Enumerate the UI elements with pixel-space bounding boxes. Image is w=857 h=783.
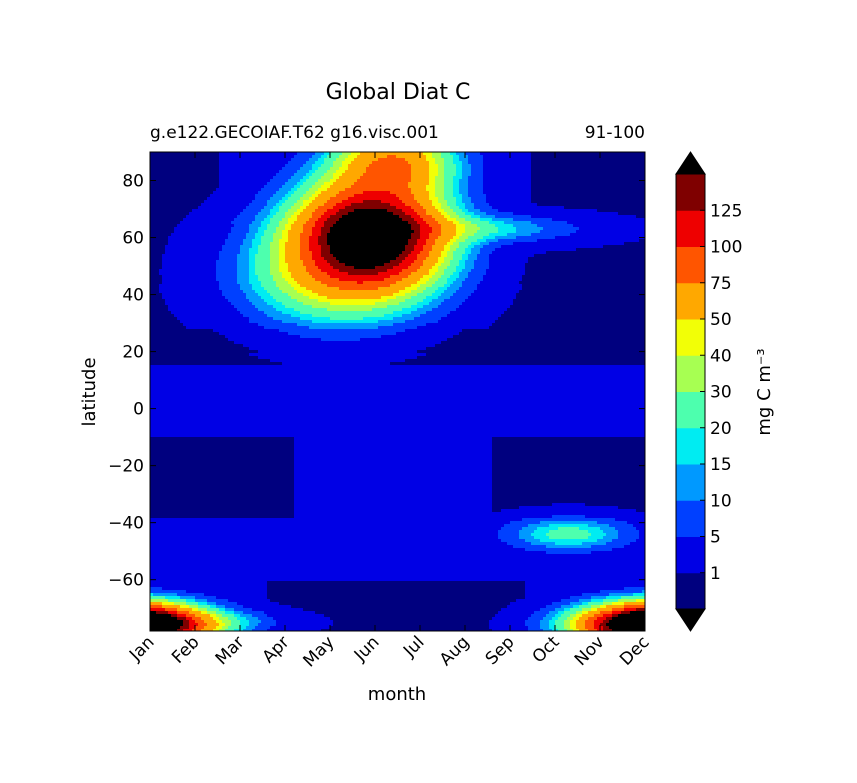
colorbar-tick-label: 1 [710,564,721,584]
colorbar-extend-max [675,151,706,175]
y-axis: 80 60 40 20 0 −20 −40 −60 [108,172,645,591]
y-tick-label: −20 [108,457,144,477]
colorbar-tick-label: 100 [710,238,742,258]
x-tick-label: Nov [571,632,609,670]
colorbar-label: mg C m⁻³ [754,348,775,435]
y-tick-label: −60 [108,571,144,591]
colorbar-tick-label: 15 [710,455,732,475]
x-tick-label: May [300,632,339,671]
chart-subtitle-years: 91-100 [585,123,645,143]
x-tick-label: Feb [168,632,203,667]
colorbar-swatch [676,391,705,429]
x-tick-label: Sep [482,632,519,669]
chart-subtitle-case: g.e122.GECOIAF.T62 g16.visc.001 [150,123,439,143]
x-tick-label: Jan [125,632,158,665]
y-axis-label: latitude [79,357,100,426]
colorbar-tick-label: 20 [710,419,732,439]
colorbar-swatch [676,319,705,356]
x-axis-label: month [368,684,426,705]
x-tick-label: Mar [212,632,249,669]
y-tick-label: 80 [122,172,144,192]
colorbar-swatch [676,500,705,537]
y-tick-label: 40 [122,286,144,306]
colorbar-swatch [676,210,705,247]
colorbar-swatch [676,355,705,392]
y-tick-label: 0 [133,400,144,420]
colorbar-swatch [676,464,705,501]
x-tick-label: Dec [616,632,653,669]
y-tick-label: 60 [122,229,144,249]
x-tick-label: Aug [436,632,474,670]
chart-title: Global Diat C [326,80,471,105]
colorbar-tick-label: 75 [710,274,732,294]
plot-frame [149,151,646,632]
colorbar-tick-label: 125 [710,201,742,221]
colorbar-swatch [676,282,705,320]
colorbar-swatch [676,174,705,211]
y-tick-label: 20 [122,343,144,363]
colorbar-tick-label: 5 [710,528,721,548]
x-tick-label: Jun [350,632,384,666]
colorbar-swatch [676,572,705,610]
colorbar-swatch [676,246,705,284]
colorbar-swatch [676,536,705,574]
x-tick-label: Apr [259,632,294,667]
x-tick-label: Jul [399,632,428,661]
contour-field [150,152,645,631]
colorbar-tick-label: 40 [710,346,732,366]
colorbar-swatch [676,427,705,465]
colorbar-extend-min [675,608,706,632]
colorbar-tick-label: 50 [710,310,732,330]
x-tick-label: Oct [529,632,564,667]
colorbar-tick-label: 30 [710,383,732,403]
y-tick-label: −40 [108,514,144,534]
colorbar-tick-label: 10 [710,491,732,511]
